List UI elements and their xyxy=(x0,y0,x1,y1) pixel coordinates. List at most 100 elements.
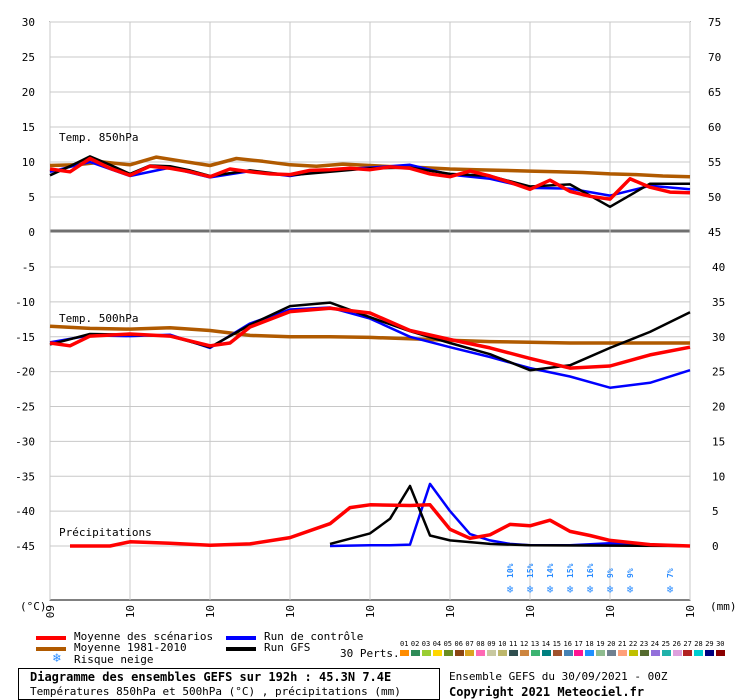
right-tick-label-precip: 40 xyxy=(712,261,725,274)
right-tick-label-precip: 35 xyxy=(712,296,725,309)
perturbation-number: 08 xyxy=(476,640,485,648)
snow-risk-pct: 15% xyxy=(526,563,535,578)
perturbation-color-swatch xyxy=(421,650,431,656)
snow-risk-pct: 15% xyxy=(566,563,575,578)
perturbation-color-swatch xyxy=(465,650,475,656)
legend-gfs-label: Run GFS xyxy=(264,641,311,654)
perturbation-number: 19 xyxy=(596,640,605,648)
left-tick-label: -45 xyxy=(15,540,35,553)
perturbation-number: 11 xyxy=(509,640,518,648)
perturbation-color-swatch xyxy=(541,650,551,656)
perturbation-number: 18 xyxy=(585,640,594,648)
legend-control-label: Run de contrôle xyxy=(264,630,364,643)
snowflake-icon: ❄ xyxy=(527,583,534,596)
right-tick-label-precip: 5 xyxy=(712,505,719,518)
snowflake-icon: ❄ xyxy=(547,583,554,596)
perturbation-number: 28 xyxy=(694,640,703,648)
legend-climatology-label: Moyenne 1981-2010 xyxy=(74,641,187,654)
perturbation-number: 14 xyxy=(541,640,551,648)
snowflake-icon: ❄ xyxy=(507,583,514,596)
perturbation-color-swatch xyxy=(639,650,649,656)
x-tick-label: 02/10 xyxy=(204,605,217,618)
perturbation-color-swatch xyxy=(683,650,693,656)
perturbation-color-swatch xyxy=(498,650,508,656)
perturbation-number: 25 xyxy=(661,640,671,648)
perturbation-number: 04 xyxy=(432,640,442,648)
legend-perts-label: 30 Perts. xyxy=(340,647,400,660)
perturbation-number: 22 xyxy=(628,640,638,648)
left-axis-unit: (°C) xyxy=(20,600,47,613)
right-tick-label-precip: 15 xyxy=(712,435,725,448)
perturbation-color-swatch xyxy=(661,650,671,656)
perturbation-color-swatch xyxy=(552,650,562,656)
perturbation-number: 01 xyxy=(400,640,409,648)
legend-gfs-swatch xyxy=(226,647,256,651)
x-tick-label: 03/10 xyxy=(284,605,297,618)
perturbation-number: 12 xyxy=(519,640,529,648)
snow-risk-pct: 14% xyxy=(546,563,555,578)
perturbation-number: 20 xyxy=(607,640,616,648)
perturbation-color-swatch xyxy=(596,650,606,656)
perturbation-color-swatch xyxy=(487,650,497,656)
right-tick-label-precip: 0 xyxy=(712,540,719,553)
x-tick-label: 07/10 xyxy=(604,605,617,618)
perturbation-number: 02 xyxy=(410,640,420,648)
right-tick-label-t850: 70 xyxy=(708,51,721,64)
gefs-ensemble-chart: 302520151050-5-10-15-20-25-30-35-40-4530… xyxy=(10,16,737,618)
perturbation-color-swatch xyxy=(574,650,584,656)
left-tick-label: 15 xyxy=(22,121,35,134)
panel-label-t500: Temp. 500hPa xyxy=(59,312,138,325)
left-tick-label: -15 xyxy=(15,331,35,344)
legend-mean-label: Moyenne des scénarios xyxy=(74,630,214,643)
right-tick-label-precip: 20 xyxy=(712,401,725,414)
perturbation-number: 13 xyxy=(530,640,540,648)
x-tick-label: 01/10 xyxy=(124,605,137,618)
left-tick-label: 10 xyxy=(22,156,35,169)
perturbation-number: 24 xyxy=(650,640,660,648)
right-tick-label-precip: 30 xyxy=(712,331,725,344)
left-tick-label: 25 xyxy=(22,51,35,64)
snow-risk-pct: 9% xyxy=(626,568,635,578)
snowflake-icon: ❄ xyxy=(53,651,61,666)
right-tick-label-t850: 75 xyxy=(708,16,721,29)
t850-mean-line xyxy=(49,156,691,201)
perturbation-number: 15 xyxy=(552,640,562,648)
perturbation-color-swatch xyxy=(618,650,627,656)
perturbation-color-swatch xyxy=(607,650,617,656)
right-tick-label-t850: 55 xyxy=(708,156,721,169)
left-tick-label: -35 xyxy=(15,470,35,483)
left-tick-label: 0 xyxy=(28,226,35,239)
altitude-label: Alt. 1528m xyxy=(10,617,77,618)
t500-mean-line xyxy=(49,306,691,370)
perturbation-number: 17 xyxy=(574,640,583,648)
perturbation-color-swatch xyxy=(410,650,420,656)
t500-climatology-line xyxy=(49,324,690,345)
x-tick-label: 04/10 xyxy=(364,605,377,618)
snow-risk-pct: 7% xyxy=(666,568,675,578)
perturbation-color-swatch xyxy=(509,650,518,656)
perturbation-number: 23 xyxy=(639,640,649,648)
right-tick-label-t850: 65 xyxy=(708,86,721,99)
left-tick-label: 5 xyxy=(28,191,35,204)
snowflake-icon: ❄ xyxy=(667,583,674,596)
perturbation-color-swatch xyxy=(432,650,442,656)
perturbation-color-swatch xyxy=(672,650,682,656)
perturbation-number: 26 xyxy=(672,640,681,648)
legend-climatology-swatch xyxy=(36,647,66,651)
t850-climatology-line xyxy=(49,155,691,179)
perturbation-number: 21 xyxy=(618,640,627,648)
right-axis-unit: (mm) xyxy=(710,600,737,613)
footer-run-info: Ensemble GEFS du 30/09/2021 - 00Z xyxy=(449,670,668,683)
perturbation-number: 16 xyxy=(563,640,572,648)
perturbation-color-swatch xyxy=(628,650,638,656)
perturbation-color-swatch xyxy=(716,650,726,656)
x-tick-label: 08/10 xyxy=(684,605,697,618)
precip-gfs-line xyxy=(329,484,691,548)
x-tick-label: 06/10 xyxy=(524,605,537,618)
perturbation-number: 10 xyxy=(498,640,507,648)
perturbation-number: 03 xyxy=(421,640,431,648)
snow-risk-pct: 10% xyxy=(506,563,515,578)
footer-title: Diagramme des ensembles GEFS sur 192h : … xyxy=(30,670,392,684)
snowflake-icon: ❄ xyxy=(607,583,614,596)
perturbation-color-swatch xyxy=(443,650,453,656)
